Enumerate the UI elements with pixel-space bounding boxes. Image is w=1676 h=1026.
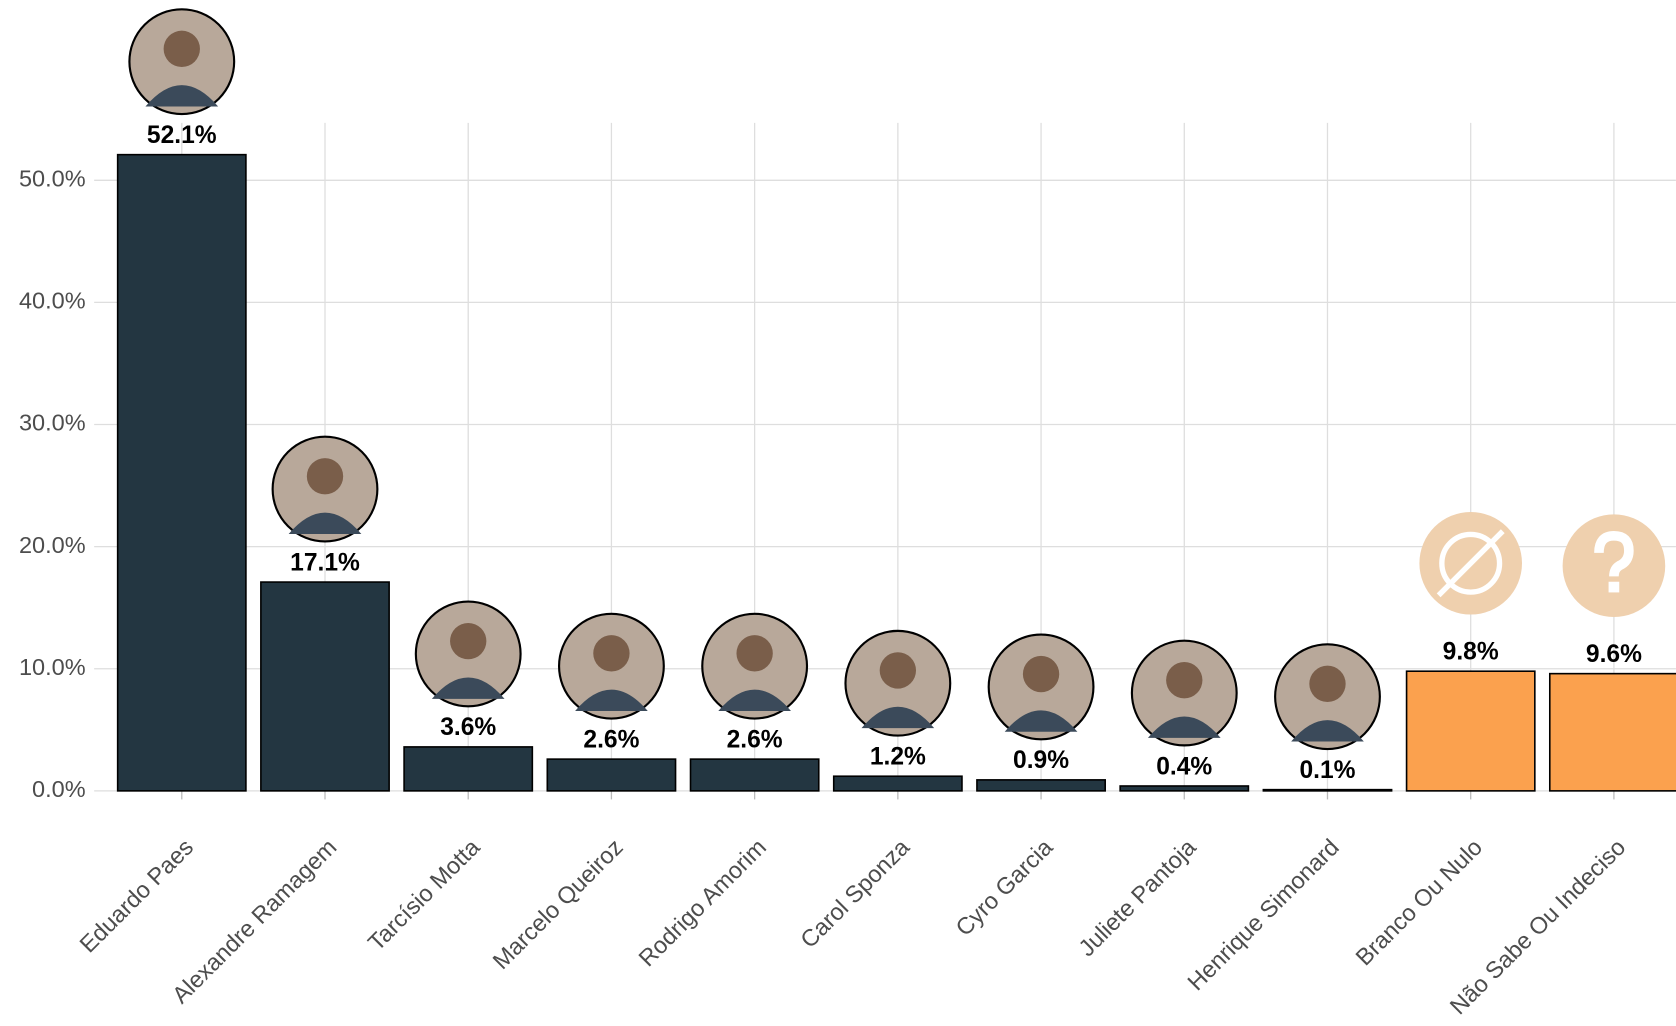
photo-head: [1023, 656, 1059, 692]
photo-head: [307, 458, 343, 494]
bar: [1407, 671, 1535, 791]
bar: [547, 759, 675, 791]
value-label: 2.6%: [583, 726, 639, 753]
bar: [691, 759, 819, 791]
page: 0.0%10.0%20.0%30.0%40.0%50.0%52.1%Eduard…: [0, 0, 1676, 1026]
y-tick-label: 0.0%: [32, 776, 86, 802]
question-dot: [1609, 582, 1620, 593]
bar: [834, 776, 962, 791]
bar: [261, 582, 389, 791]
y-tick-label: 30.0%: [19, 410, 86, 436]
bar: [1263, 790, 1391, 791]
photo-head: [1309, 666, 1345, 702]
value-label: 1.2%: [870, 744, 926, 771]
y-tick-label: 50.0%: [19, 166, 86, 192]
photo-head: [164, 31, 200, 67]
y-tick-label: 10.0%: [19, 654, 86, 680]
photo-head: [736, 635, 772, 671]
value-label: 3.6%: [440, 714, 496, 741]
y-tick-label: 20.0%: [19, 532, 86, 558]
value-label: 0.9%: [1013, 747, 1069, 774]
value-label: 0.4%: [1156, 753, 1212, 780]
photo-head: [880, 652, 916, 688]
y-tick-label: 40.0%: [19, 288, 86, 314]
bar: [1550, 674, 1676, 791]
photo-head: [593, 635, 629, 671]
bar: [404, 747, 532, 791]
bar: [1120, 786, 1248, 791]
chart: 0.0%10.0%20.0%30.0%40.0%50.0%52.1%Eduard…: [0, 0, 1676, 1026]
value-label: 17.1%: [290, 549, 360, 576]
value-label: 2.6%: [727, 726, 783, 753]
value-label: 0.1%: [1299, 757, 1355, 784]
value-label: 52.1%: [147, 122, 217, 149]
value-label: 9.8%: [1443, 639, 1499, 666]
background: [0, 0, 1676, 1026]
photo-head: [1166, 662, 1202, 698]
bar: [118, 155, 246, 791]
bar: [977, 780, 1105, 791]
photo-head: [450, 623, 486, 659]
value-label: 9.6%: [1586, 641, 1642, 668]
